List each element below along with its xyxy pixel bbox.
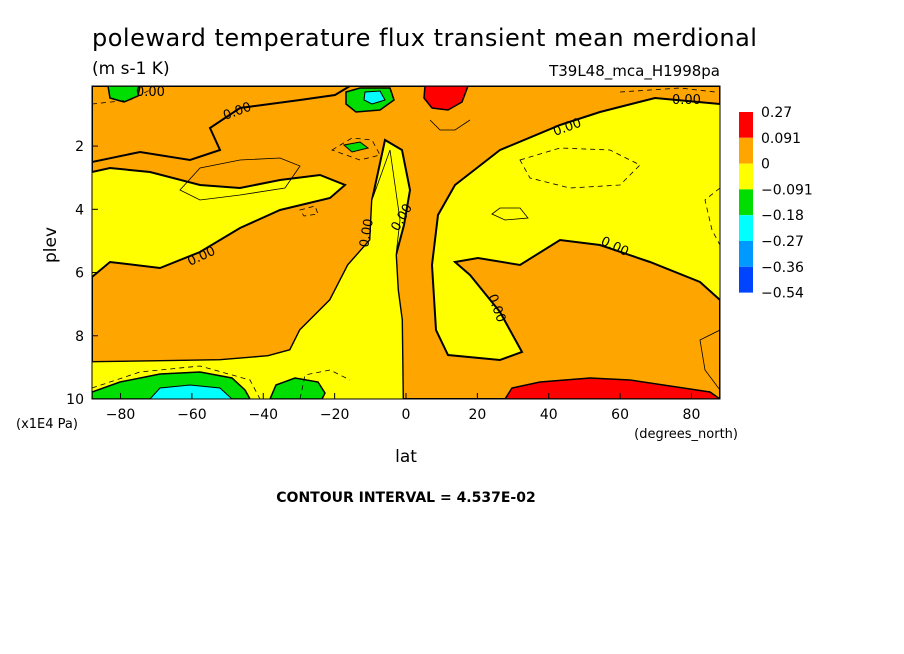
y-tick-label: 10: [66, 392, 84, 408]
y-tick-label: 8: [75, 329, 84, 345]
fill-positive-upper-left: [92, 86, 352, 164]
contour-label: 0.00: [672, 93, 701, 108]
y-tick-label: 2: [75, 139, 84, 155]
x-tick-label: 80: [683, 407, 701, 423]
fill-yellow-lower-left: [92, 149, 404, 399]
x-axis-unit: (degrees_north): [634, 427, 738, 442]
fill-negative-small: [342, 141, 370, 153]
x-tick-label: 60: [611, 407, 629, 423]
fill-positive-main: [92, 86, 720, 399]
legend-label: −0.091: [761, 182, 813, 198]
legend-swatch: [739, 241, 753, 267]
legend-swatch: [739, 215, 753, 241]
legend-swatch: [739, 112, 753, 138]
legend-label: 0.091: [761, 131, 801, 147]
x-axis: −80 −60 −40 −20 0 20 40 60 80: [106, 393, 701, 423]
legend-swatch: [739, 137, 753, 164]
legend-label: −0.18: [761, 208, 804, 224]
legend-label: −0.36: [761, 260, 804, 276]
legend-swatch: [739, 266, 753, 293]
y-tick-label: 4: [75, 202, 84, 218]
fill-strong-positive-top: [423, 86, 469, 111]
contour-label: 0.00: [136, 85, 165, 100]
legend-label: −0.27: [761, 234, 804, 250]
x-tick-label: −40: [248, 407, 278, 423]
fill-more-negative-bottom-left: [149, 384, 233, 399]
chart-title: poleward temperature flux transient mean…: [92, 24, 757, 52]
x-tick-label: 40: [540, 407, 558, 423]
legend-label: −0.54: [761, 286, 804, 302]
y-axis-unit: (x1E4 Pa): [16, 417, 78, 432]
plot-area: 0.00 0.00 0.00 0.00 0.00 0.00 0.00 0.00 …: [92, 85, 720, 399]
legend-label: 0: [761, 157, 770, 173]
thin-contours: [92, 87, 720, 399]
x-tick-label: 0: [402, 407, 411, 423]
fill-negative-bottom-mid: [269, 377, 326, 399]
x-axis-label: lat: [395, 447, 417, 467]
x-tick-label: −60: [177, 407, 207, 423]
legend-swatch: [739, 189, 753, 216]
run-label: T39L48_mca_H1998pa: [548, 62, 720, 81]
fill-strong-positive-bottom: [504, 377, 720, 399]
y-axis: 2 4 6 8 10: [66, 139, 98, 408]
y-axis-label: plev: [41, 227, 61, 263]
fill-negative-top-left: [107, 86, 141, 103]
contour-label: 0.00: [357, 218, 377, 249]
fill-more-negative-top-mid: [363, 90, 386, 105]
x-tick-label: 20: [468, 407, 486, 423]
color-legend: 0.27 0.091 0 −0.091 −0.18 −0.27 −0.36 −0.54: [739, 105, 813, 302]
y-tick-label: 6: [75, 266, 84, 282]
x-tick-label: −20: [320, 407, 350, 423]
chart-units: (m s-1 K): [92, 59, 170, 79]
contour-interval: CONTOUR INTERVAL = 4.537E-02: [276, 490, 535, 506]
legend-label: 0.27: [761, 105, 792, 121]
x-tick-label: −80: [106, 407, 136, 423]
legend-swatch: [739, 163, 753, 190]
